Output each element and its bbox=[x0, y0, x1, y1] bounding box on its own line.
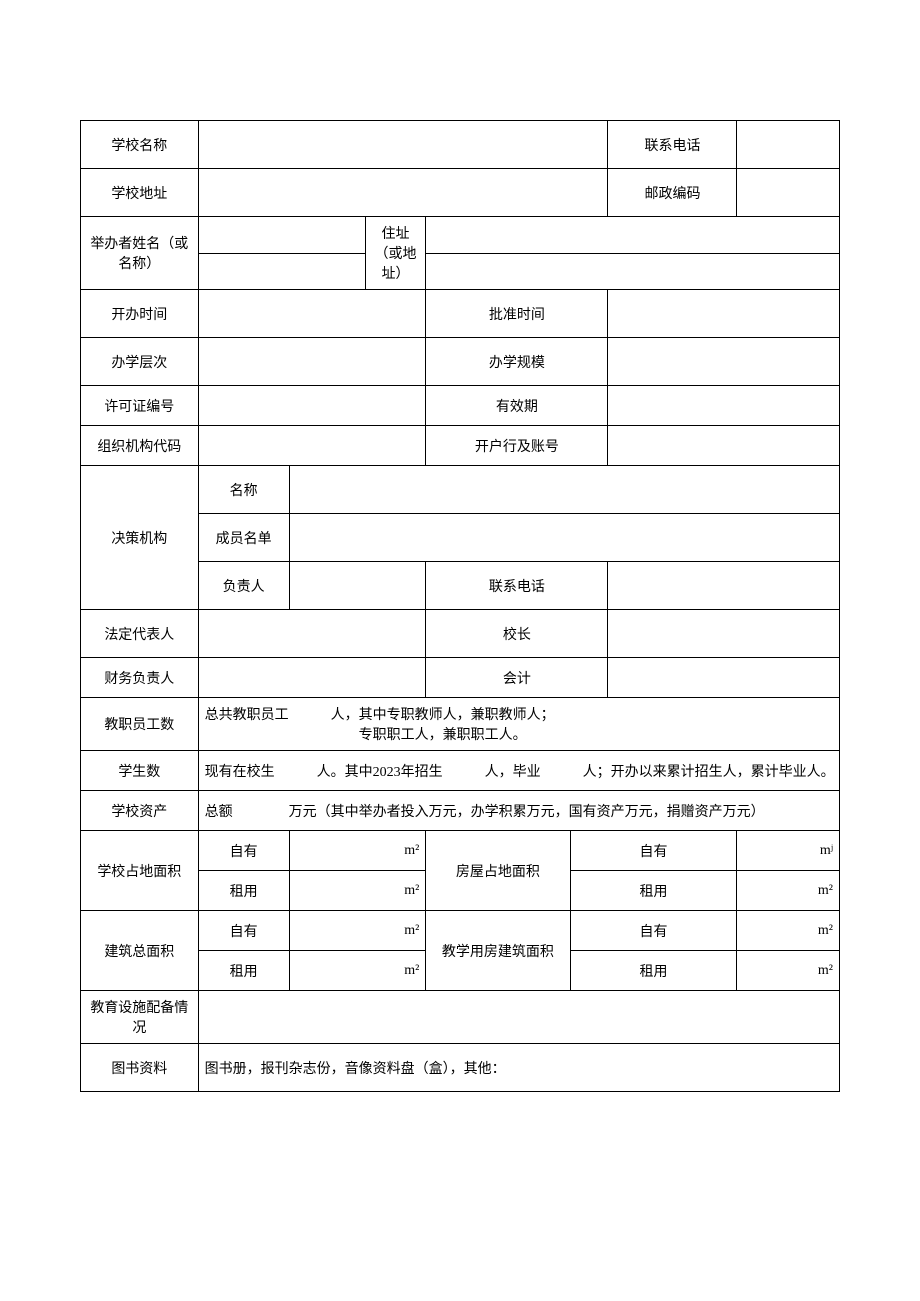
value-school-scale bbox=[608, 338, 840, 386]
label-total-building: 建筑总面积 bbox=[81, 911, 199, 991]
label-rent-1: 租用 bbox=[198, 871, 289, 911]
value-equipment bbox=[198, 991, 839, 1044]
label-self-1: 自有 bbox=[198, 831, 289, 871]
label-school-level: 办学层次 bbox=[81, 338, 199, 386]
value-teach-self: m² bbox=[737, 911, 840, 951]
label-self-4: 自有 bbox=[570, 911, 737, 951]
label-valid-period: 有效期 bbox=[426, 386, 608, 426]
value-tb-self: m² bbox=[289, 911, 426, 951]
label-staff-count: 教职员工数 bbox=[81, 698, 199, 751]
value-principal bbox=[608, 610, 840, 658]
label-db-name: 名称 bbox=[198, 466, 289, 514]
label-student-count: 学生数 bbox=[81, 751, 199, 791]
label-books: 图书资料 bbox=[81, 1044, 199, 1092]
value-db-name bbox=[289, 466, 839, 514]
value-bland-rent: m² bbox=[737, 871, 840, 911]
label-equipment: 教育设施配备情况 bbox=[81, 991, 199, 1044]
label-school-assets: 学校资产 bbox=[81, 791, 199, 831]
label-finance-head: 财务负责人 bbox=[81, 658, 199, 698]
value-accountant bbox=[608, 658, 840, 698]
value-land-rent: m² bbox=[289, 871, 426, 911]
value-member-list bbox=[289, 514, 839, 562]
school-info-table: 学校名称 联系电话 学校地址 邮政编码 举办者姓名（或名称） 住址（或地址） 开… bbox=[80, 120, 840, 1092]
label-self-3: 自有 bbox=[198, 911, 289, 951]
value-school-name bbox=[198, 121, 608, 169]
label-building-land: 房屋占地面积 bbox=[426, 831, 570, 911]
value-responsible bbox=[289, 562, 426, 610]
label-member-list: 成员名单 bbox=[198, 514, 289, 562]
value-teach-rent: m² bbox=[737, 951, 840, 991]
value-staff-text: 总共教职员工 人，其中专职教师人，兼职教师人； 专职职工人，兼职职工人。 bbox=[198, 698, 839, 751]
value-student-text: 现有在校生 人。其中2023年招生 人，毕业 人；开办以来累计招生人，累计毕业人… bbox=[198, 751, 839, 791]
value-legal-rep bbox=[198, 610, 426, 658]
label-school-address: 学校地址 bbox=[81, 169, 199, 217]
label-approval-time: 批准时间 bbox=[426, 290, 608, 338]
value-organizer-1 bbox=[198, 217, 365, 254]
value-org-code bbox=[198, 426, 426, 466]
value-bank-account bbox=[608, 426, 840, 466]
value-contact-phone2 bbox=[608, 562, 840, 610]
value-license-no bbox=[198, 386, 426, 426]
value-address-2 bbox=[426, 253, 840, 290]
value-open-time bbox=[198, 290, 426, 338]
label-self-2: 自有 bbox=[570, 831, 737, 871]
value-organizer-2 bbox=[198, 253, 365, 290]
value-postal-code bbox=[737, 169, 840, 217]
value-books: 图书册，报刊杂志份，音像资料盘（盒），其他： bbox=[198, 1044, 839, 1092]
label-org-code: 组织机构代码 bbox=[81, 426, 199, 466]
label-license-no: 许可证编号 bbox=[81, 386, 199, 426]
label-bank-account: 开户行及账号 bbox=[426, 426, 608, 466]
value-valid-period bbox=[608, 386, 840, 426]
label-accountant: 会计 bbox=[426, 658, 608, 698]
label-contact-phone: 联系电话 bbox=[608, 121, 737, 169]
label-rent-2: 租用 bbox=[570, 871, 737, 911]
value-address-1 bbox=[426, 217, 840, 254]
label-teaching-building: 教学用房建筑面积 bbox=[426, 911, 570, 991]
label-school-scale: 办学规模 bbox=[426, 338, 608, 386]
label-responsible: 负责人 bbox=[198, 562, 289, 610]
label-school-name: 学校名称 bbox=[81, 121, 199, 169]
label-organizer: 举办者姓名（或名称） bbox=[81, 217, 199, 290]
label-contact-phone2: 联系电话 bbox=[426, 562, 608, 610]
label-address-or: 住址（或地址） bbox=[365, 217, 426, 290]
value-bland-self: mʲ bbox=[737, 831, 840, 871]
label-decision-body: 决策机构 bbox=[81, 466, 199, 610]
label-legal-rep: 法定代表人 bbox=[81, 610, 199, 658]
label-rent-3: 租用 bbox=[198, 951, 289, 991]
value-school-address bbox=[198, 169, 608, 217]
value-school-level bbox=[198, 338, 426, 386]
label-postal-code: 邮政编码 bbox=[608, 169, 737, 217]
value-approval-time bbox=[608, 290, 840, 338]
value-tb-rent: m² bbox=[289, 951, 426, 991]
label-principal: 校长 bbox=[426, 610, 608, 658]
label-open-time: 开办时间 bbox=[81, 290, 199, 338]
value-land-self: m² bbox=[289, 831, 426, 871]
label-rent-4: 租用 bbox=[570, 951, 737, 991]
label-land-area: 学校占地面积 bbox=[81, 831, 199, 911]
value-assets-text: 总额 万元（其中举办者投入万元，办学积累万元，国有资产万元，捐赠资产万元） bbox=[198, 791, 839, 831]
value-finance-head bbox=[198, 658, 426, 698]
value-contact-phone bbox=[737, 121, 840, 169]
